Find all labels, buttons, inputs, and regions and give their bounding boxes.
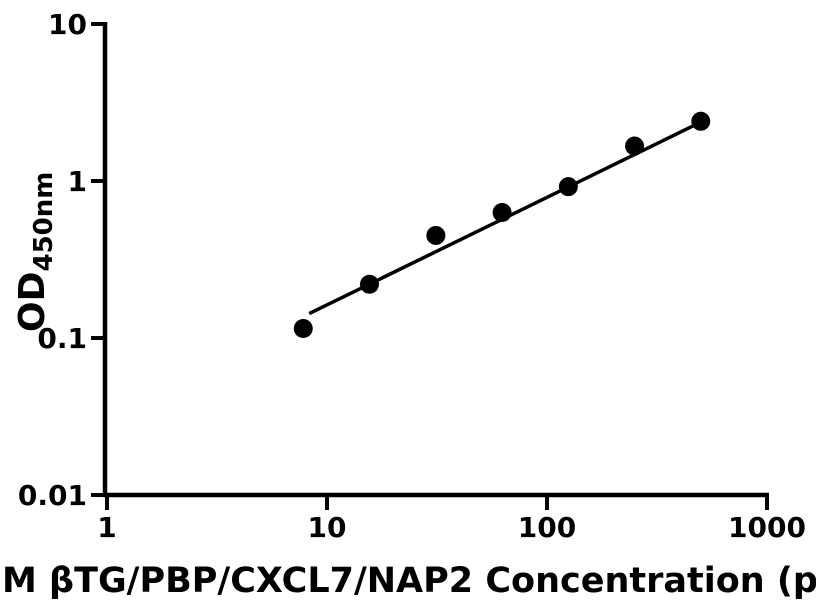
y-tick-label: 0.1 (37, 322, 87, 355)
y-axis-ticks: 10 1 0.1 0.01 (18, 8, 105, 512)
data-points (293, 111, 711, 338)
x-tick-label: 100 (518, 511, 576, 544)
data-point (492, 203, 512, 223)
data-point (691, 111, 711, 131)
y-tick-label: 1 (68, 165, 87, 198)
x-tick-label: 10 (308, 511, 347, 544)
data-point (625, 136, 645, 156)
data-point (293, 318, 313, 338)
data-point (359, 274, 379, 294)
x-axis-ticks: 1 10 100 1000 (97, 495, 806, 544)
y-tick-label: 0.01 (18, 479, 87, 512)
data-point (426, 225, 446, 245)
y-axis-title-subscript: 450nm (29, 172, 59, 272)
x-tick-label: 1000 (728, 511, 806, 544)
y-axis-title: OD450nm (12, 172, 59, 332)
x-tick-label: 1 (97, 511, 116, 544)
y-tick-label: 10 (48, 8, 87, 41)
data-point (558, 177, 578, 197)
x-axis-title: M βTG/PBP/CXCL7/NAP2 Concentration (pg/ (2, 561, 816, 601)
